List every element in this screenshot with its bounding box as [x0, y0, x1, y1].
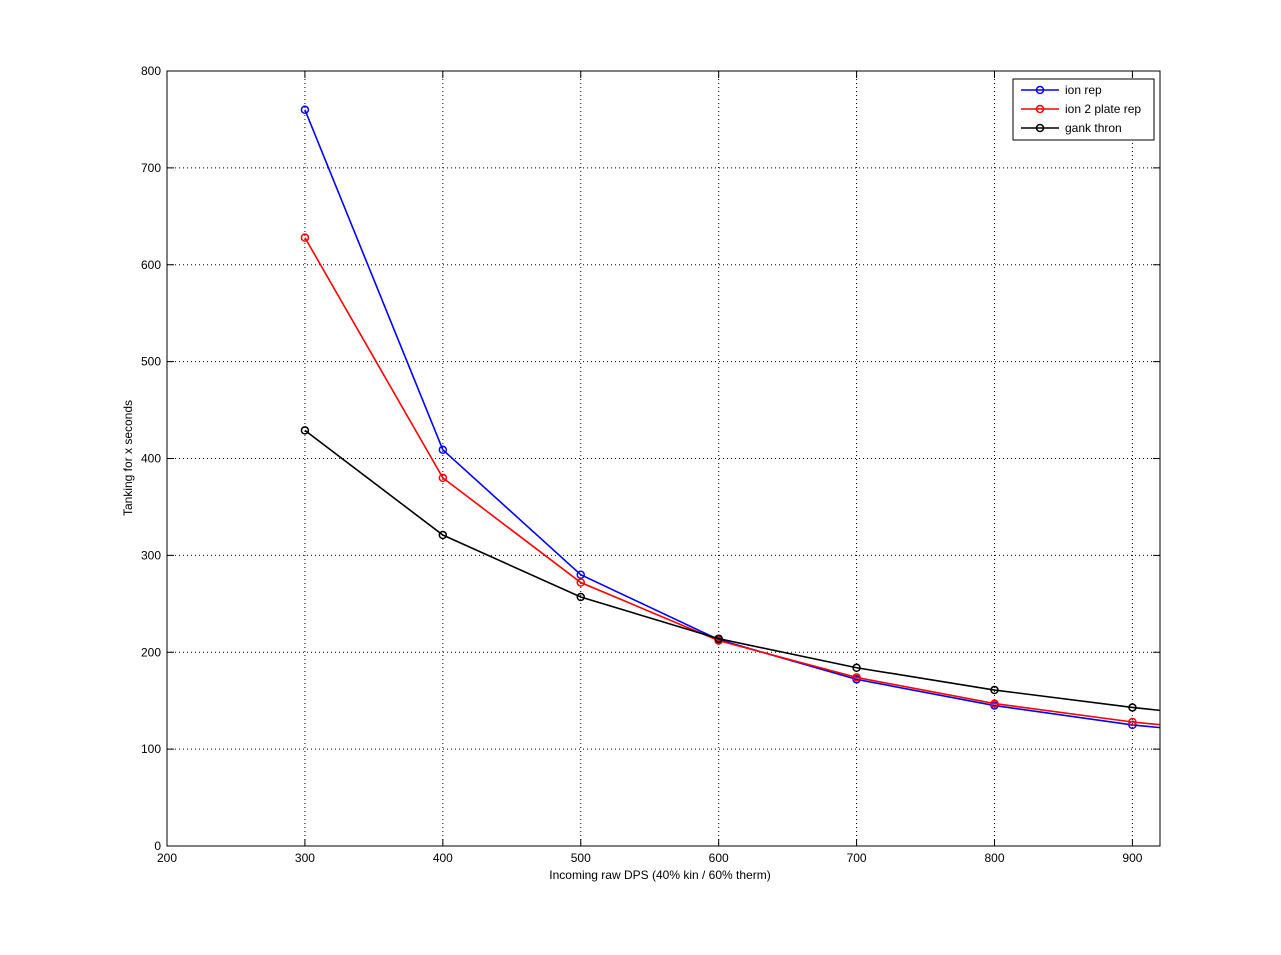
data-point — [852, 673, 861, 682]
data-point — [1267, 732, 1274, 739]
series-line — [304, 237, 1160, 726]
y-tick-label: 300 — [141, 548, 161, 562]
data-point — [1267, 735, 1274, 742]
x-tick-label: 500 — [571, 851, 591, 865]
x-tick-label: 300 — [295, 851, 315, 865]
legend-label: gank thron — [1065, 121, 1122, 135]
data-point — [438, 445, 448, 455]
y-tick-label: 100 — [141, 742, 161, 756]
y-tick-label: 200 — [141, 645, 161, 659]
data-point — [576, 592, 585, 602]
x-tick-label: 700 — [847, 851, 867, 865]
data-point — [852, 663, 861, 672]
data-point — [1128, 703, 1137, 712]
data-point — [300, 426, 310, 435]
x-tick-label: 400 — [433, 851, 453, 865]
y-tick-label: 0 — [154, 839, 161, 853]
data-point — [438, 473, 448, 483]
y-tick-label: 800 — [141, 64, 161, 78]
data-point — [990, 685, 999, 695]
legend-label: ion 2 plate rep — [1065, 102, 1141, 116]
y-tick-label: 600 — [141, 258, 161, 272]
x-tick-label: 900 — [1122, 851, 1142, 865]
y-tick-label: 400 — [141, 452, 161, 466]
data-point — [1267, 719, 1274, 726]
legend-swatch-marker — [1035, 85, 1045, 95]
axis-ticks: 200 300 400 500 600 700 800 900 0 100 200 300 400 500… — [141, 64, 1160, 865]
grid-lines — [167, 71, 1160, 846]
legend-entry: gank thron — [1021, 121, 1122, 135]
series-1 — [300, 233, 1274, 739]
x-tick-label: 200 — [157, 851, 177, 865]
legend-label: ion rep — [1065, 83, 1102, 97]
x-axis-label: Incoming raw DPS (40% kin / 60% therm) — [549, 868, 770, 882]
x-tick-label: 800 — [984, 851, 1004, 865]
x-tick-label: 600 — [709, 851, 729, 865]
legend-swatch-marker — [1035, 104, 1045, 114]
y-axis-label: Tanking for x seconds — [121, 400, 135, 516]
legend: ion rep ion 2 plate rep gank thron — [1012, 78, 1155, 141]
data-point — [438, 530, 448, 540]
y-tick-label: 700 — [141, 161, 161, 175]
series-line — [304, 429, 1160, 712]
data-point — [714, 634, 723, 643]
legend-entry: ion rep — [1021, 83, 1102, 97]
data-point — [300, 233, 310, 242]
data-point — [990, 699, 999, 708]
series-lines — [300, 105, 1274, 742]
data-point — [1128, 717, 1137, 727]
series-2 — [300, 426, 1274, 726]
legend-entry: ion 2 plate rep — [1021, 102, 1141, 116]
legend-swatch-marker — [1035, 123, 1045, 133]
data-point — [576, 578, 585, 587]
y-tick-label: 500 — [141, 355, 161, 369]
data-point — [300, 105, 310, 114]
